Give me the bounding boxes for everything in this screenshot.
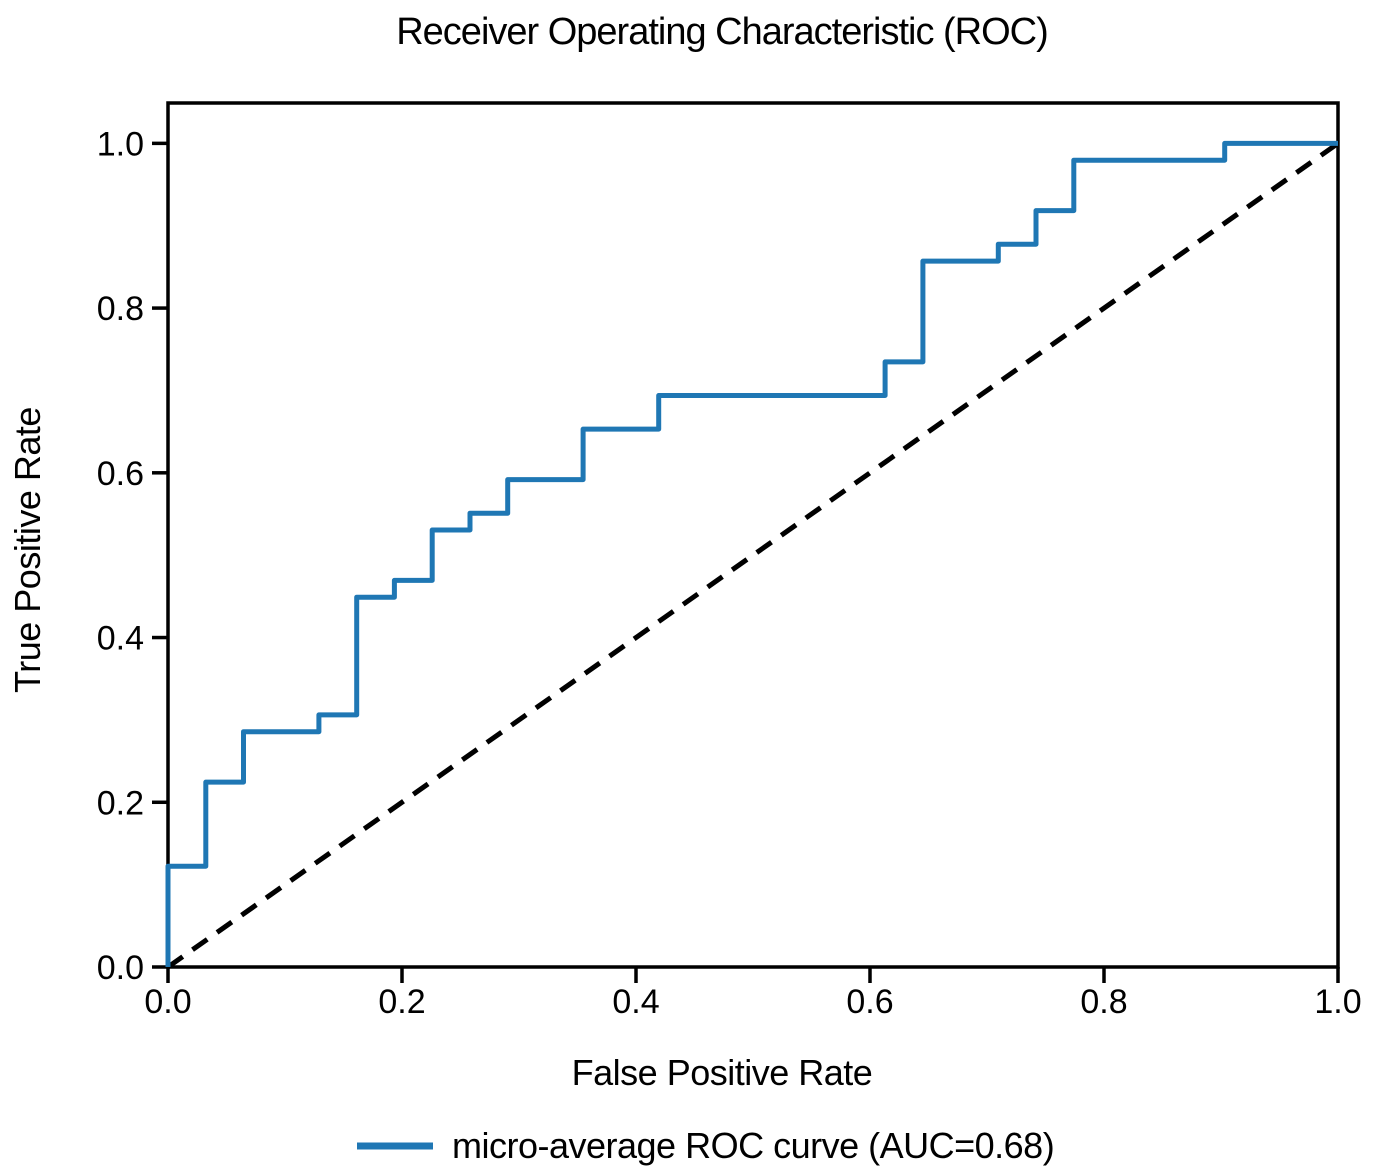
x-tick-label: 1.0 [1314,983,1361,1021]
chance-diagonal-line [166,141,1340,970]
x-tick-label: 0.4 [612,983,659,1021]
y-tick-label: 0.6 [97,455,144,493]
legend-label: micro-average ROC curve (AUC=0.68) [452,1125,1054,1166]
chart-title: Receiver Operating Characteristic (ROC) [396,11,1048,53]
y-tick-label: 0.0 [97,949,144,987]
y-axis-label: True Positive Rate [7,407,48,693]
x-axis-ticks: 0.0 0.2 0.4 0.6 0.8 1.0 [144,967,1362,1021]
x-tick-label: 0.6 [846,983,893,1021]
y-tick-label: 0.8 [97,290,144,328]
x-tick-label: 0.0 [144,983,191,1021]
y-tick-label: 1.0 [97,125,144,163]
y-axis-ticks: 0.0 0.2 0.4 0.6 0.8 1.0 [97,125,168,987]
x-tick-label: 0.2 [378,983,425,1021]
plot-border [166,101,1340,969]
legend: micro-average ROC curve (AUC=0.68) [357,1125,1055,1166]
x-axis-label: False Positive Rate [572,1052,873,1093]
y-tick-label: 0.4 [97,620,144,658]
y-tick-label: 0.2 [97,784,144,822]
roc-curve-line [165,140,1338,967]
x-tick-label: 0.8 [1080,983,1127,1021]
